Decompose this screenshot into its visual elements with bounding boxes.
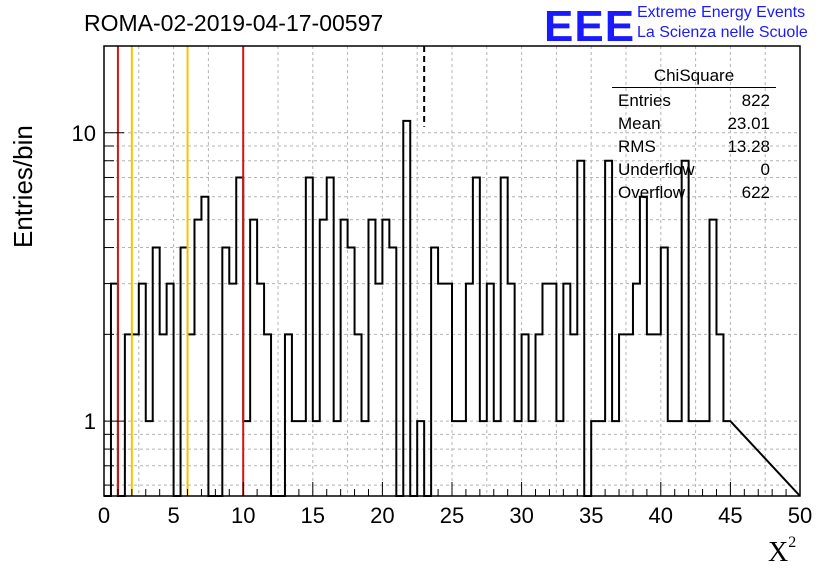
- stats-value: 13.28: [727, 137, 770, 156]
- x-tick-label: 35: [579, 503, 603, 528]
- brand-line-1: Extreme Energy Events: [637, 4, 806, 21]
- chart-title: ROMA-02-2019-04-17-00597: [84, 10, 384, 36]
- stats-row-entries: Entries 822: [612, 89, 776, 112]
- x-tick-label: 15: [301, 503, 325, 528]
- x-tick-label: 20: [370, 503, 394, 528]
- eee-logo: EEE: [544, 2, 636, 51]
- stats-rows: Entries 822 Mean 23.01 RMS 13.28 Underflow 0 Ove…: [612, 89, 776, 204]
- stats-label: Mean: [618, 114, 661, 133]
- stats-row-rms: RMS 13.28: [612, 135, 776, 158]
- stats-label: Entries: [618, 91, 671, 110]
- stats-value: 0: [760, 160, 770, 179]
- x-tick-label: 5: [167, 503, 179, 528]
- x-tick-label: 10: [231, 503, 255, 528]
- x-tick-label: 45: [718, 503, 742, 528]
- brand-line-2: La Scienza nelle Scuole: [637, 24, 808, 41]
- stats-label: RMS: [618, 137, 656, 156]
- x-tick-label: 0: [98, 503, 110, 528]
- x-tick-label: 40: [649, 503, 673, 528]
- stats-title: ChiSquare: [612, 66, 776, 88]
- x-tick-label: 25: [440, 503, 464, 528]
- stats-value: 23.01: [727, 114, 770, 133]
- y-tick-label: 10: [72, 121, 96, 146]
- histogram-series: [104, 119, 801, 497]
- x-tick-label: 50: [788, 503, 812, 528]
- y-tick-label: 1: [84, 409, 96, 434]
- stats-row-underflow: Underflow 0: [612, 158, 776, 181]
- x-axis-label: X2: [768, 534, 796, 569]
- stats-row-overflow: Overflow 622: [612, 181, 776, 204]
- stats-value: 822: [741, 91, 770, 110]
- stats-box: ChiSquare Entries 822 Mean 23.01 RMS 13.28 Und…: [612, 66, 776, 204]
- stats-label: Overflow: [618, 183, 686, 202]
- stats-value: 622: [741, 183, 770, 202]
- x-axis-label-superscript: 2: [788, 534, 797, 551]
- x-axis-label-base: X: [768, 537, 789, 568]
- stats-row-mean: Mean 23.01: [612, 112, 776, 135]
- x-tick-label: 30: [509, 503, 533, 528]
- stats-label: Underflow: [618, 160, 695, 179]
